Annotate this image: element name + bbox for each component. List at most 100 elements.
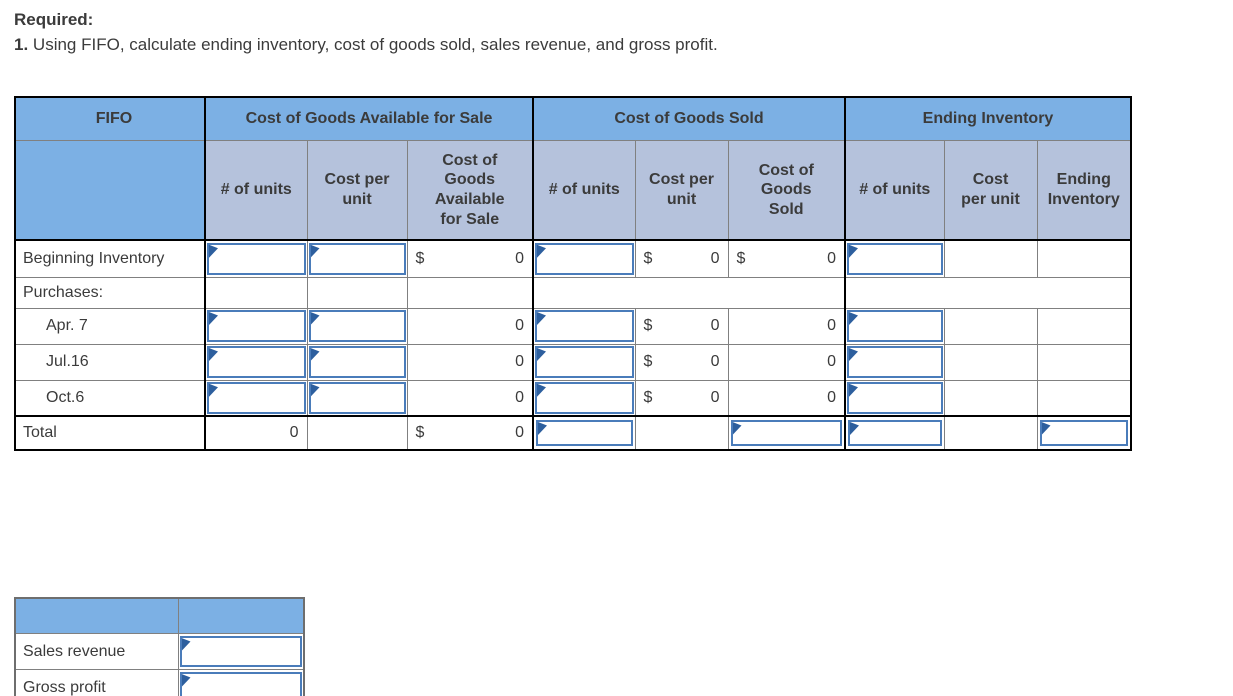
input-flag-icon <box>850 422 859 435</box>
input-gross-profit[interactable] <box>179 672 302 696</box>
input-oct-6-c4[interactable] <box>535 381 634 414</box>
empty-cell <box>943 307 1038 345</box>
table-row: Gross profit <box>14 669 305 696</box>
input-flag-icon <box>849 348 858 361</box>
value-cell: 0 <box>204 415 308 451</box>
value-cell: 0 <box>727 307 846 345</box>
summary-header-row <box>14 597 305 634</box>
input-cell <box>532 239 636 278</box>
group-header-row: FIFO Cost of Goods Available for Sale Co… <box>14 96 1132 141</box>
input-cell <box>204 379 308 417</box>
empty-cell <box>943 343 1038 381</box>
value-cell: $0 <box>727 239 846 278</box>
table-row: Apr. 7 0 $0 0 <box>14 307 1132 345</box>
input-jul-16-c1[interactable] <box>207 346 306 378</box>
group-header-ending: Ending Inventory <box>844 96 1132 141</box>
input-beginning-inventory-c4[interactable] <box>535 242 634 275</box>
cell-value: 0 <box>827 388 836 406</box>
value-wrap: 0 <box>206 424 306 442</box>
input-cell <box>844 415 945 451</box>
input-cell <box>1036 415 1132 451</box>
cell-value: 0 <box>515 353 524 370</box>
instruction-number: 1. <box>14 35 29 54</box>
value-wrap: $0 <box>636 249 727 268</box>
row-label-beginning-inventory: Beginning Inventory <box>14 239 206 278</box>
empty-cell <box>306 276 408 309</box>
input-flag-icon <box>849 383 858 397</box>
currency-symbol: $ <box>415 424 425 441</box>
input-total-c6[interactable] <box>730 420 842 446</box>
input-flag-icon <box>849 312 858 325</box>
input-flag-icon <box>537 383 546 397</box>
input-sales-revenue[interactable] <box>179 636 302 667</box>
input-flag-icon <box>209 383 218 397</box>
input-jul-16-c4[interactable] <box>535 346 634 378</box>
value-cell: 0 <box>406 307 534 345</box>
input-beginning-inventory-c1[interactable] <box>207 242 306 275</box>
input-flag-icon <box>538 422 547 435</box>
input-flag-icon <box>209 312 218 325</box>
input-flag-icon <box>310 383 320 397</box>
input-oct-6-c7[interactable] <box>847 381 943 414</box>
col-header-cost-available: Cost of Goods Available for Sale <box>406 140 534 241</box>
empty-cell <box>204 276 308 309</box>
empty-cell <box>943 379 1038 417</box>
input-apr-7-c2[interactable] <box>308 310 406 342</box>
input-total-c7[interactable] <box>848 420 942 446</box>
value-cell: $0 <box>634 307 729 345</box>
input-beginning-inventory-c7[interactable] <box>847 242 943 275</box>
cell-value: 0 <box>710 353 720 370</box>
value-cell: 0 <box>406 379 534 417</box>
input-jul-16-c7[interactable] <box>847 346 943 378</box>
value-wrap: 0 <box>408 389 531 407</box>
input-total-c9[interactable] <box>1039 420 1128 446</box>
input-cell <box>204 307 308 345</box>
summary-label-sales-revenue: Sales revenue <box>14 633 179 670</box>
table-row: Total 0 $0 <box>14 415 1132 451</box>
input-flag-icon <box>310 348 320 361</box>
value-cell: $0 <box>634 343 729 381</box>
input-flag-icon <box>310 312 320 325</box>
input-cell <box>306 239 408 278</box>
input-cell <box>177 669 305 696</box>
cell-value: 0 <box>515 249 524 267</box>
input-cell <box>727 415 846 451</box>
value-wrap: $0 <box>408 424 531 442</box>
input-beginning-inventory-c2[interactable] <box>308 242 406 275</box>
input-oct-6-c1[interactable] <box>207 381 306 414</box>
col-header-ending-inventory: Ending Inventory <box>1036 140 1132 241</box>
col-header-units-ending: # of units <box>844 140 945 241</box>
value-cell: 0 <box>727 343 846 381</box>
table-row: Sales revenue <box>14 633 305 670</box>
group-header-cogs: Cost of Goods Sold <box>532 96 846 141</box>
input-cell <box>204 239 308 278</box>
input-cell <box>306 379 408 417</box>
currency-symbol: $ <box>643 353 653 370</box>
input-total-c4[interactable] <box>536 420 633 446</box>
row-label-total: Total <box>14 415 206 451</box>
cell-value: 0 <box>515 424 524 441</box>
empty-cell <box>1036 239 1132 278</box>
value-wrap: $0 <box>408 249 531 268</box>
summary-label-gross-profit: Gross profit <box>14 669 179 696</box>
input-apr-7-c4[interactable] <box>535 310 634 342</box>
input-cell <box>306 307 408 345</box>
col-header-cost-per-unit-sold: Cost per unit <box>634 140 729 241</box>
fifo-table-body: Beginning Inventory $0 $0 $0 Purchases: Apr. … <box>14 239 1132 451</box>
instruction-line: 1. Using FIFO, calculate ending inventor… <box>14 32 1233 58</box>
empty-cell <box>943 415 1038 451</box>
value-wrap: 0 <box>408 317 531 335</box>
empty-cell <box>406 276 534 309</box>
input-oct-6-c2[interactable] <box>308 381 406 414</box>
currency-symbol: $ <box>643 249 653 267</box>
cell-value: 0 <box>515 317 524 334</box>
column-header-row: # of units Cost per unit Cost of Goods A… <box>14 140 1132 241</box>
input-apr-7-c1[interactable] <box>207 310 306 342</box>
corner-cell <box>14 140 206 241</box>
value-wrap: $0 <box>636 389 727 407</box>
input-flag-icon <box>537 348 546 361</box>
input-jul-16-c2[interactable] <box>308 346 406 378</box>
input-cell <box>532 415 636 451</box>
input-apr-7-c7[interactable] <box>847 310 943 342</box>
value-cell: 0 <box>727 379 846 417</box>
